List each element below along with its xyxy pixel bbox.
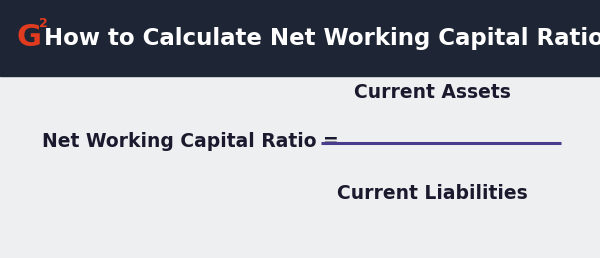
Text: Net Working Capital Ratio =: Net Working Capital Ratio =	[42, 132, 339, 151]
Text: Current Assets: Current Assets	[353, 83, 511, 102]
Text: How to Calculate Net Working Capital Ratio: How to Calculate Net Working Capital Rat…	[44, 27, 600, 50]
Bar	[0, 0, 600, 76]
Text: G: G	[16, 23, 41, 52]
Text: Current Liabilities: Current Liabilities	[337, 184, 527, 203]
Text: 2: 2	[40, 18, 48, 30]
